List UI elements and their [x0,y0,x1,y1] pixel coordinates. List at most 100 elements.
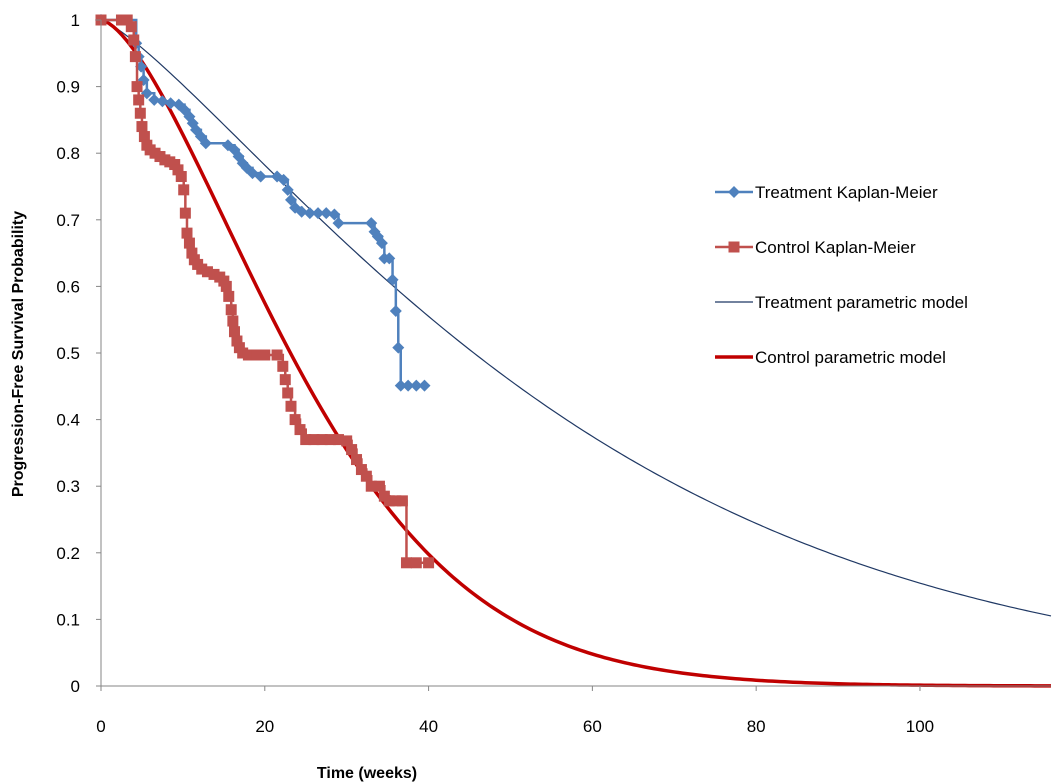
data-point-control-kaplan-meier [228,326,240,338]
legend-label-treatment-parametric-model: Treatment parametric model [755,293,968,312]
legend-label-control-kaplan-meier: Control Kaplan-Meier [755,238,916,257]
data-point-control-kaplan-meier [279,374,291,386]
x-axis-ticks: 0 20 40 60 80 100 [96,686,934,736]
data-point-control-kaplan-meier [355,464,367,476]
data-point-control-kaplan-meier [181,227,193,239]
x-tick-label: 100 [906,717,934,736]
data-point-control-kaplan-meier [186,247,198,259]
x-axis-title: Time (weeks) [317,765,417,782]
data-point-treatment-kaplan-meier [328,208,341,221]
data-point-control-kaplan-meier [183,237,195,249]
data-point-treatment-kaplan-meier [389,305,402,318]
data-point-control-kaplan-meier [423,557,435,569]
data-point-control-kaplan-meier [277,360,289,372]
data-point-treatment-kaplan-meier [320,207,333,220]
y-tick-label: 0.9 [56,78,80,97]
data-point-control-kaplan-meier [351,454,363,466]
data-point-control-kaplan-meier [175,171,187,183]
y-tick-label: 0.1 [56,610,80,629]
data-point-control-kaplan-meier [201,266,213,278]
data-point-control-kaplan-meier [271,349,283,361]
data-point-treatment-kaplan-meier [392,341,405,354]
data-point-control-kaplan-meier [396,495,408,507]
data-point-treatment-kaplan-meier [148,93,161,106]
data-point-control-kaplan-meier [129,51,141,63]
x-tick-label: 80 [747,717,766,736]
data-point-control-kaplan-meier [300,434,312,446]
data-point-control-kaplan-meier [289,414,301,426]
data-point-treatment-kaplan-meier [410,379,423,392]
data-point-control-kaplan-meier [196,263,208,275]
data-point-control-kaplan-meier [178,184,190,196]
data-point-control-kaplan-meier [223,290,235,302]
data-point-control-kaplan-meier [251,349,263,361]
y-tick-label: 0.6 [56,277,80,296]
data-point-treatment-kaplan-meier [254,170,267,183]
y-axis-title: Progression-Free Survival Probability [10,211,27,497]
data-point-treatment-kaplan-meier [386,273,399,286]
data-point-control-kaplan-meier [134,107,146,119]
legend: Treatment Kaplan-Meier Control Kaplan-Mei… [715,183,968,367]
data-point-control-kaplan-meier [360,470,372,482]
data-point-treatment-kaplan-meier [277,173,290,186]
data-point-control-kaplan-meier [400,557,412,569]
data-point-treatment-kaplan-meier [332,217,345,230]
data-point-control-kaplan-meier [133,94,145,106]
data-point-control-kaplan-meier [365,480,377,492]
x-tick-label: 0 [96,717,105,736]
legend-label-control-parametric-model: Control parametric model [755,348,946,367]
data-point-treatment-kaplan-meier [418,379,431,392]
data-point-treatment-kaplan-meier [156,95,169,108]
data-point-control-kaplan-meier [346,444,358,456]
axes: 0 0.1 0.2 0.3 0.4 0.5 0.6 0.7 0.8 0.9 1 0 20 40 60 80 1… [56,11,1051,736]
data-point-control-kaplan-meier [237,347,249,359]
data-point-control-kaplan-meier [136,121,148,133]
legend-label-treatment-kaplan-meier: Treatment Kaplan-Meier [755,183,938,202]
data-point-control-kaplan-meier [373,480,385,492]
data-point-control-kaplan-meier [115,14,127,26]
series-line-control-parametric-model [100,18,1052,688]
data-point-control-kaplan-meier [285,400,297,412]
y-tick-label: 0 [71,677,80,696]
y-tick-label: 0.8 [56,144,80,163]
data-point-control-kaplan-meier [125,21,137,33]
data-point-control-kaplan-meier [308,434,320,446]
data-point-control-kaplan-meier [225,304,237,316]
legend-marker-control-kaplan-meier [728,241,740,253]
data-point-treatment-kaplan-meier [402,379,415,392]
data-point-control-kaplan-meier [383,495,395,507]
data-point-treatment-kaplan-meier [394,379,407,392]
y-axis-ticks: 0 0.1 0.2 0.3 0.4 0.5 0.6 0.7 0.8 0.9 1 [56,11,101,696]
data-point-treatment-kaplan-meier [164,97,177,110]
plot-area [95,14,1052,688]
data-point-control-kaplan-meier [121,14,133,26]
data-point-control-kaplan-meier [138,131,150,143]
data-point-control-kaplan-meier [242,349,254,361]
data-point-control-kaplan-meier [231,335,243,347]
legend-marker-treatment-kaplan-meier [728,186,740,198]
x-tick-label: 40 [419,717,438,736]
y-tick-label: 0.3 [56,477,80,496]
data-point-treatment-kaplan-meier [285,193,297,206]
data-point-control-kaplan-meier [131,81,143,93]
data-point-control-kaplan-meier [179,207,191,219]
data-point-control-kaplan-meier [128,34,140,46]
data-point-control-kaplan-meier [220,280,232,292]
y-tick-label: 0.4 [56,411,80,430]
data-point-control-kaplan-meier [172,164,184,176]
data-point-treatment-kaplan-meier [199,137,212,150]
data-point-control-kaplan-meier [341,435,353,447]
y-tick-label: 0.5 [56,344,80,363]
data-point-treatment-kaplan-meier [383,252,396,265]
data-point-treatment-kaplan-meier [375,237,388,250]
data-point-control-kaplan-meier [294,424,306,436]
data-point-treatment-kaplan-meier [303,207,316,220]
data-point-control-kaplan-meier [333,434,344,446]
data-point-control-kaplan-meier [410,557,422,569]
data-point-control-kaplan-meier [282,387,294,399]
y-tick-label: 0.7 [56,211,80,230]
x-tick-label: 60 [583,717,602,736]
y-tick-label: 0.2 [56,544,80,563]
data-point-treatment-kaplan-meier [295,205,308,218]
